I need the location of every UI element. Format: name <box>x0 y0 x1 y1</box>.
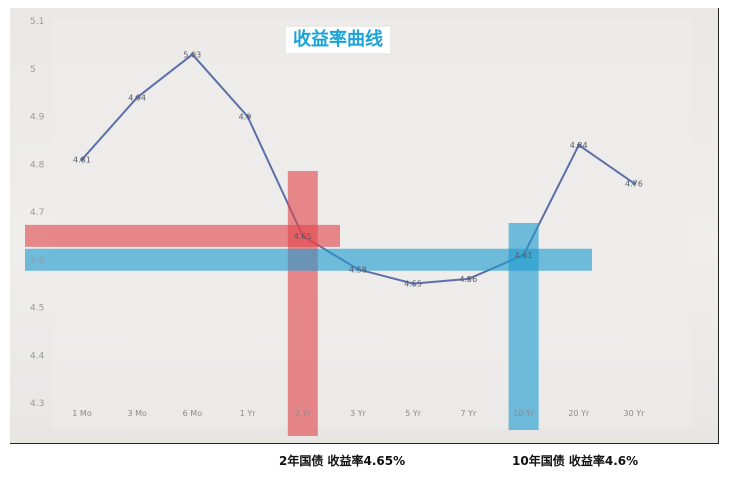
x-tick-label-20-yr: 20 Yr <box>568 409 590 418</box>
y-tick-label: 4.3 <box>30 399 44 409</box>
y-tick-label: 4.8 <box>30 160 45 170</box>
data-point-1-mo <box>80 157 84 162</box>
x-tick-label-5-yr: 5 Yr <box>405 409 422 418</box>
x-axis-ticks: 1 Mo 3 Mo 6 Mo 1 Yr 2 Yr 3 Yr 5 Yr 7 Yr 10 Yr 20 … <box>72 409 645 418</box>
y-tick-label: 4.7 <box>30 208 44 218</box>
data-point-30-yr <box>632 181 636 186</box>
caption-10-year-yield: 10年国债 收益率4.6% <box>512 454 639 468</box>
caption-2-year-yield: 2年国债 收益率4.65% <box>279 454 406 468</box>
x-tick-label-30-yr: 30 Yr <box>624 409 646 418</box>
data-label-1-mo: 4.81 <box>73 155 91 164</box>
x-tick-label-2-yr: 2 Yr <box>295 409 312 418</box>
data-point-3-mo <box>135 95 139 100</box>
data-point-6-mo <box>190 52 195 57</box>
data-point-20-yr <box>577 143 581 147</box>
highlight-band-vertical-10-yr <box>508 223 539 430</box>
y-tick-label: 5.1 <box>30 17 44 27</box>
x-tick-label-6-mo: 6 Mo <box>183 409 203 418</box>
data-label-6-mo: 5.03 <box>183 50 201 59</box>
data-point-1-yr <box>245 114 250 119</box>
x-tick-label-3-mo: 3 Mo <box>127 409 147 418</box>
y-tick-label: 4.5 <box>30 304 44 314</box>
data-label-5-yr: 4.55 <box>404 280 422 289</box>
y-tick-label: 4.4 <box>30 351 45 361</box>
x-tick-label-1-yr: 1 Yr <box>240 409 257 418</box>
data-labels: 4.81 4.94 5.03 4.9 4.65 4.58 4.55 4.56 4.61 4.84 4… <box>73 50 643 288</box>
y-tick-label: 4.9 <box>30 113 45 123</box>
x-tick-label-3-yr: 3 Yr <box>350 409 367 418</box>
y-axis-ticks: 5.1 5 4.9 4.8 4.7 4.6 4.5 4.4 4.3 <box>30 17 45 409</box>
data-label-3-mo: 4.94 <box>128 93 146 102</box>
data-label-30-yr: 4.76 <box>625 179 643 188</box>
x-tick-label-1-mo: 1 Mo <box>72 409 92 418</box>
data-label-3-yr: 4.58 <box>349 265 367 274</box>
chart-background <box>52 18 692 428</box>
highlight-band-vertical-2-yr <box>287 171 318 436</box>
data-label-10-yr: 4.61 <box>515 251 533 260</box>
y-tick-label: 5 <box>30 65 36 75</box>
highlight-band-horizontal-10-yr <box>25 248 592 271</box>
highlight-band-horizontal-2-yr <box>25 224 340 247</box>
data-label-7-yr: 4.56 <box>459 275 477 284</box>
data-point-5-yr <box>411 281 416 286</box>
data-label-2-yr: 4.65 <box>294 232 312 241</box>
y-tick-label: 4.6 <box>30 256 45 266</box>
data-point-7-yr <box>466 277 471 281</box>
plot-area <box>52 18 692 428</box>
data-label-1-yr: 4.9 <box>239 113 252 122</box>
highlight-bands <box>25 171 592 436</box>
x-tick-label-7-yr: 7 Yr <box>460 409 477 418</box>
chart-title: 收益率曲线 <box>286 27 390 53</box>
x-tick-label-10-yr: 10 Yr <box>513 409 535 418</box>
data-label-20-yr: 4.84 <box>570 141 588 150</box>
